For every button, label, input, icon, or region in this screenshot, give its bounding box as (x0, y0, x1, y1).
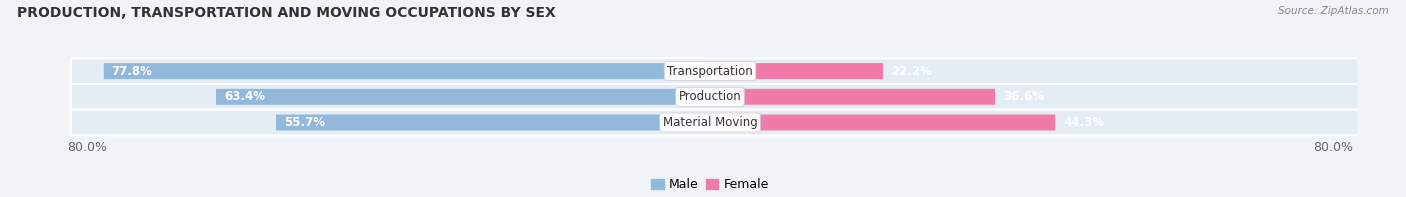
FancyBboxPatch shape (710, 89, 995, 105)
FancyBboxPatch shape (72, 84, 1381, 110)
Legend: Male, Female: Male, Female (651, 178, 769, 191)
Text: 44.3%: 44.3% (1063, 116, 1104, 129)
FancyBboxPatch shape (710, 63, 883, 79)
Text: 63.4%: 63.4% (224, 90, 264, 103)
FancyBboxPatch shape (276, 114, 710, 130)
FancyBboxPatch shape (72, 58, 1381, 84)
FancyBboxPatch shape (104, 63, 710, 79)
Text: 36.6%: 36.6% (1002, 90, 1045, 103)
Text: 22.2%: 22.2% (891, 65, 932, 78)
Text: 77.8%: 77.8% (111, 65, 152, 78)
Text: Source: ZipAtlas.com: Source: ZipAtlas.com (1278, 6, 1389, 16)
Text: Material Moving: Material Moving (662, 116, 758, 129)
Text: Transportation: Transportation (668, 65, 752, 78)
FancyBboxPatch shape (72, 110, 1381, 135)
Text: Production: Production (679, 90, 741, 103)
Text: PRODUCTION, TRANSPORTATION AND MOVING OCCUPATIONS BY SEX: PRODUCTION, TRANSPORTATION AND MOVING OC… (17, 6, 555, 20)
Text: 55.7%: 55.7% (284, 116, 325, 129)
FancyBboxPatch shape (217, 89, 710, 105)
FancyBboxPatch shape (710, 114, 1056, 130)
